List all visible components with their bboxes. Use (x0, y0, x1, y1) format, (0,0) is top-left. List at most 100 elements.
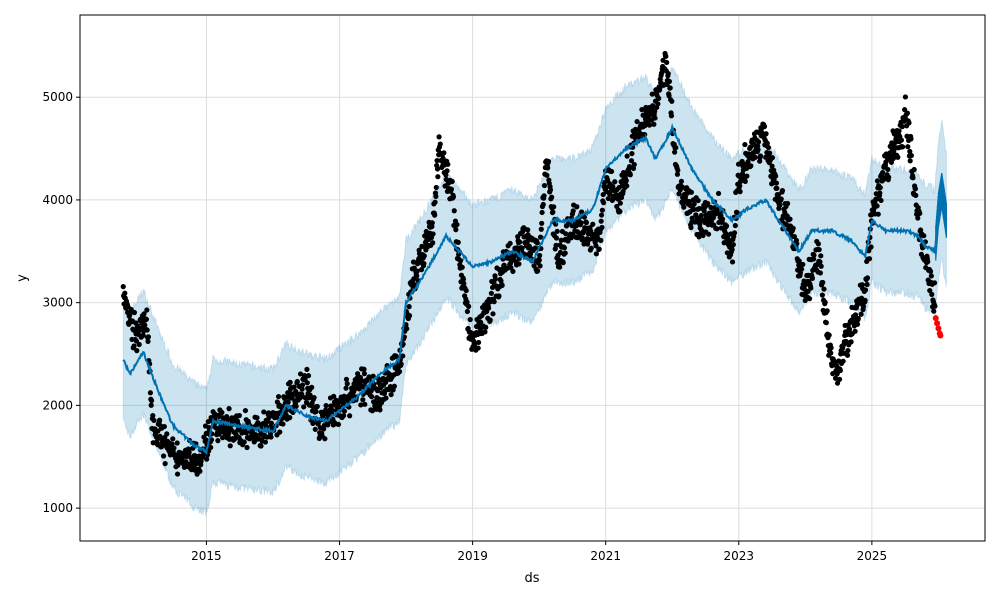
observed-point (810, 256, 817, 262)
observed-point (454, 221, 460, 228)
observed-point (931, 308, 937, 314)
observed-point (617, 200, 623, 206)
observed-point (418, 267, 425, 273)
observed-point (650, 103, 656, 109)
observed-point (549, 194, 555, 200)
observed-point (242, 407, 249, 414)
observed-point (773, 180, 780, 186)
observed-point (574, 204, 580, 210)
observed-point (557, 264, 563, 270)
observed-point (544, 172, 550, 178)
observed-point (608, 168, 615, 175)
observed-point (898, 137, 905, 143)
observed-point (598, 218, 604, 224)
observed-point (563, 231, 569, 237)
observed-point (748, 163, 754, 169)
observed-point (203, 437, 209, 443)
observed-point (322, 436, 328, 442)
observed-point (305, 373, 312, 379)
observed-point (899, 124, 905, 130)
observed-point (535, 268, 541, 274)
observed-point (785, 200, 791, 207)
observed-point (886, 174, 892, 180)
observed-point (534, 240, 540, 246)
observed-point (604, 177, 611, 183)
observed-point (828, 350, 834, 356)
observed-point (632, 126, 639, 132)
observed-point (668, 113, 675, 119)
observed-point (790, 225, 796, 231)
observed-point (467, 316, 473, 323)
observed-point (669, 98, 675, 104)
observed-point (393, 354, 399, 360)
observed-point (547, 187, 554, 193)
plot-frame (79, 14, 986, 542)
observed-point (499, 282, 505, 288)
observed-point (866, 256, 873, 262)
observed-point (537, 263, 543, 269)
observed-point (523, 252, 529, 258)
observed-point (799, 266, 805, 272)
observed-point (437, 141, 443, 147)
observed-point (689, 215, 695, 221)
observed-point (729, 259, 736, 265)
observed-point (929, 291, 935, 297)
observed-point (691, 201, 697, 207)
observed-point (927, 268, 934, 274)
observed-point (737, 183, 743, 189)
observed-point (510, 268, 516, 274)
observed-point (596, 246, 602, 252)
observed-point (268, 434, 274, 440)
observed-point (226, 430, 232, 437)
observed-point (355, 371, 361, 377)
observed-point (775, 192, 782, 198)
observed-point (874, 178, 881, 184)
observed-point (778, 196, 784, 202)
observed-point (590, 221, 596, 227)
observed-point (836, 376, 843, 382)
observed-point (605, 195, 611, 202)
x-tick-label: 2015 (191, 549, 222, 563)
observed-point (917, 210, 923, 216)
observed-point (323, 402, 329, 409)
observed-point (170, 436, 176, 442)
observed-point (368, 394, 375, 400)
observed-point (133, 338, 140, 344)
observed-point (773, 173, 779, 179)
observed-point (120, 284, 126, 290)
observed-point (583, 220, 590, 226)
observed-point (285, 399, 291, 405)
observed-point (674, 171, 681, 177)
observed-point (796, 258, 802, 264)
observed-point (705, 231, 712, 237)
observed-point (208, 444, 214, 451)
observed-point (220, 435, 226, 441)
observed-point (599, 224, 605, 231)
observed-point (536, 257, 542, 263)
observed-point (504, 265, 510, 272)
observed-point (432, 212, 438, 218)
observed-point (854, 321, 861, 327)
observed-point (731, 230, 738, 236)
y-tick-label: 1000 (42, 501, 73, 515)
observed-point (155, 428, 161, 434)
observed-point (634, 119, 640, 125)
observed-point (475, 339, 482, 346)
observed-point (496, 293, 502, 299)
observed-point (708, 204, 714, 211)
observed-point (864, 275, 871, 281)
observed-point (761, 123, 768, 130)
observed-point (400, 353, 406, 359)
observed-point (299, 382, 306, 388)
observed-point (656, 95, 662, 101)
observed-point (344, 381, 350, 387)
observed-point (466, 303, 472, 309)
forecast-line (122, 122, 948, 455)
observed-point (598, 237, 604, 243)
observed-point (818, 253, 824, 259)
observed-point (642, 131, 648, 138)
observed-point (145, 338, 151, 344)
observed-point (593, 243, 599, 249)
observed-point (874, 203, 880, 209)
observed-point (774, 185, 780, 191)
